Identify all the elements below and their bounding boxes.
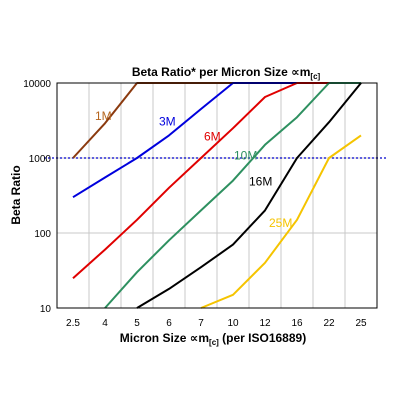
series-line-6m: [72, 82, 361, 279]
y-tick-label: 10000: [23, 79, 51, 90]
x-tick-label: 7: [198, 318, 204, 329]
series-label-1m: 1M: [95, 109, 112, 123]
x-tick-label: 22: [323, 318, 335, 329]
plot-frame: [56, 82, 378, 309]
x-tick-label: 25: [355, 318, 367, 329]
x-tick-label: 10: [227, 318, 239, 329]
series-line-16m: [136, 82, 362, 309]
y-tick-label: 1000: [29, 154, 52, 165]
x-axis-label: Micron Size ∝m[c] (per ISO16889): [120, 331, 306, 347]
series-labels: 1M 3M 6M 10M 16M 25M: [95, 109, 292, 230]
x-tick-label: 16: [291, 318, 303, 329]
series-label-10m: 10M: [234, 149, 257, 163]
series-label-16m: 16M: [249, 174, 272, 188]
x-tick-labels: 2.5 4 5 6 7 10 12 16 22 25: [66, 318, 367, 329]
x-tick-label: 2.5: [66, 318, 80, 329]
x-tick-label: 6: [166, 318, 172, 329]
x-tick-label: 4: [102, 318, 108, 329]
series-label-25m: 25M: [269, 216, 292, 230]
series-label-3m: 3M: [159, 115, 176, 129]
chart-title: Beta Ratio* per Micron Size ∝m[c]: [132, 65, 321, 81]
series-line-25m: [200, 134, 362, 309]
x-tick-label: 5: [134, 318, 140, 329]
x-tick-label: 12: [259, 318, 271, 329]
y-tick-labels: 10 100 1000 10000: [23, 79, 51, 315]
y-tick-label: 100: [34, 229, 51, 240]
series-line-10m: [104, 82, 361, 309]
y-axis-label: Beta Ratio: [9, 165, 23, 224]
series-label-6m: 6M: [204, 130, 221, 144]
y-tick-label: 10: [40, 304, 52, 315]
